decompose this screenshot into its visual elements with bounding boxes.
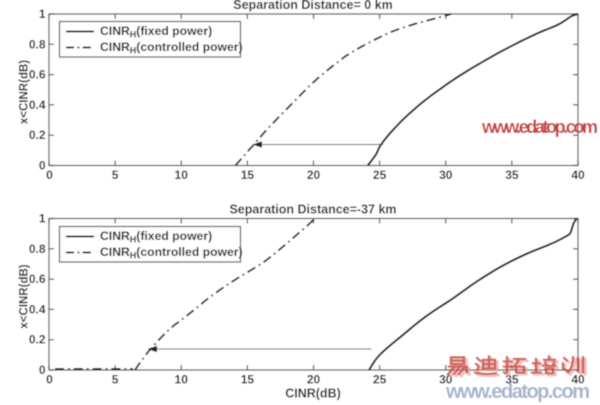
svg-text:10: 10 [175, 373, 189, 387]
svg-text:0.6: 0.6 [29, 68, 46, 82]
svg-text:40: 40 [571, 373, 585, 387]
svg-text:5: 5 [112, 168, 119, 182]
svg-text:40: 40 [571, 168, 585, 182]
svg-text:www.edatop.com: www.edatop.com [481, 117, 598, 137]
svg-text:0: 0 [39, 363, 46, 377]
svg-text:CINR(dB): CINR(dB) [285, 387, 341, 401]
svg-text:0: 0 [39, 159, 46, 173]
svg-text:www.edatop.com: www.edatop.com [445, 381, 590, 403]
svg-text:20: 20 [307, 373, 321, 387]
svg-text:1: 1 [39, 7, 46, 21]
svg-text:1: 1 [39, 212, 46, 226]
svg-text:CINRH(fixed power): CINRH(fixed power) [100, 229, 212, 245]
svg-text:0.2: 0.2 [29, 128, 46, 142]
svg-text:Separation Distance= 0 km: Separation Distance= 0 km [233, 0, 392, 12]
svg-text:25: 25 [373, 168, 387, 182]
svg-text:x<CINR(dB): x<CINR(dB) [19, 264, 31, 328]
svg-text:15: 15 [241, 168, 255, 182]
svg-text:0.4: 0.4 [29, 302, 46, 316]
svg-text:0.4: 0.4 [29, 98, 46, 112]
svg-text:0.6: 0.6 [29, 272, 46, 286]
svg-text:0.8: 0.8 [29, 37, 46, 51]
svg-text:5: 5 [112, 373, 119, 387]
svg-text:15: 15 [241, 373, 255, 387]
svg-text:x<CINR(dB): x<CINR(dB) [19, 60, 31, 124]
svg-text:CINRH(fixed power): CINRH(fixed power) [100, 24, 212, 40]
svg-text:CINRH(controlled power): CINRH(controlled power) [100, 40, 243, 56]
svg-text:0.8: 0.8 [29, 242, 46, 256]
svg-text:0: 0 [46, 373, 53, 387]
svg-text:Separation Distance=-37 km: Separation Distance=-37 km [229, 203, 396, 217]
svg-text:0.2: 0.2 [29, 333, 46, 347]
svg-text:30: 30 [439, 168, 453, 182]
svg-text:10: 10 [175, 168, 189, 182]
svg-text:20: 20 [307, 168, 321, 182]
svg-text:0: 0 [46, 168, 53, 182]
svg-text:CINRH(controlled power): CINRH(controlled power) [100, 245, 243, 261]
svg-text:25: 25 [373, 373, 387, 387]
svg-text:35: 35 [505, 168, 519, 182]
